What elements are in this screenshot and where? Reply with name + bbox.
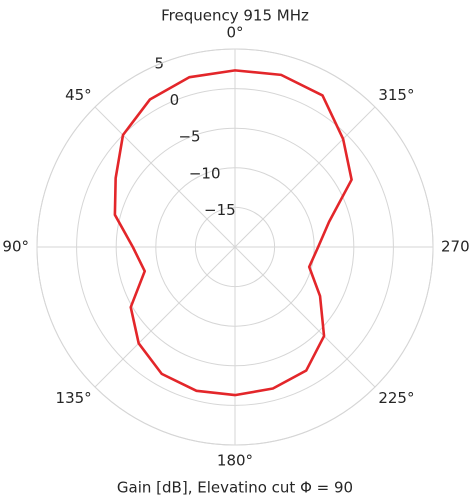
theta-tick-label: 180° [217, 452, 253, 470]
marks [113, 69, 353, 397]
theta-tick-label: 90° [2, 238, 29, 256]
theta-tick-label: 225° [378, 389, 414, 407]
theta-tick-label: 315° [378, 86, 414, 104]
r-tick-label: −15 [204, 201, 236, 219]
chart-title: Frequency 915 MHz [161, 7, 309, 25]
x-axis-label: Gain [dB], Elevatino cut Φ = 90 [117, 479, 353, 497]
gain-line [113, 69, 353, 397]
r-tick-label: −10 [189, 164, 221, 182]
angular-grid-line [94, 246, 236, 388]
angular-grid-line [234, 106, 376, 248]
theta-tick-label: 45° [65, 86, 92, 104]
theta-tick-label: 0° [226, 24, 243, 42]
r-tick-label: 0 [170, 91, 180, 109]
theta-tick-label: 135° [56, 389, 92, 407]
r-tick-label: −5 [178, 128, 200, 146]
angular-grid-line [234, 246, 376, 388]
theta-tick-label: 270° [441, 238, 469, 256]
angular-grid-line [94, 106, 236, 248]
